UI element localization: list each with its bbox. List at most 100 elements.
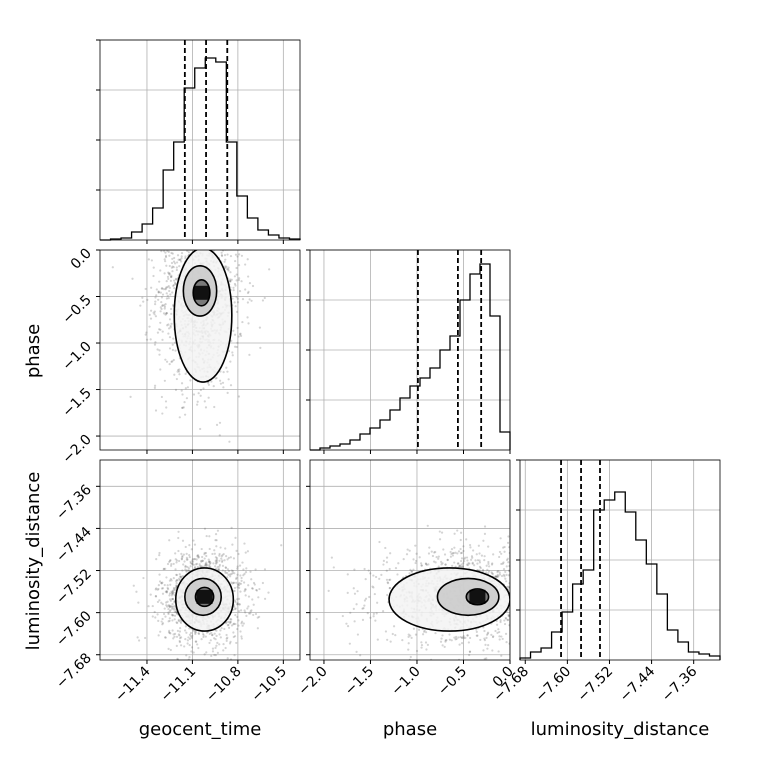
scatter-point bbox=[213, 632, 216, 635]
scatter-point bbox=[186, 386, 189, 389]
scatter-point bbox=[257, 596, 260, 599]
scatter-point bbox=[234, 614, 237, 617]
scatter-point bbox=[228, 440, 231, 443]
scatter-point bbox=[230, 246, 232, 248]
scatter-point bbox=[211, 650, 215, 653]
scatter-point bbox=[224, 266, 227, 269]
scatter-point bbox=[218, 247, 220, 249]
scatter-point bbox=[511, 590, 513, 592]
scatter-point bbox=[226, 558, 229, 561]
scatter-point bbox=[191, 558, 194, 561]
scatter-point bbox=[194, 557, 197, 561]
scatter-point bbox=[195, 562, 199, 565]
scatter-point bbox=[469, 636, 472, 640]
scatter-point bbox=[507, 615, 510, 618]
scatter-point bbox=[173, 286, 176, 290]
scatter-point bbox=[388, 587, 391, 590]
scatter-point bbox=[184, 565, 187, 568]
scatter-point bbox=[496, 575, 499, 579]
scatter-point bbox=[169, 247, 171, 249]
scatter-point bbox=[168, 272, 171, 275]
scatter-point bbox=[500, 654, 503, 657]
scatter-point bbox=[177, 368, 180, 372]
scatter-point bbox=[237, 624, 240, 627]
scatter-panel-luminosity_distance-vs-geocent_time: −11.4 −11.1 −10.8 −10.5 −7.68−7.60−7.52−7.44… bbox=[53, 459, 301, 705]
scatter-point bbox=[152, 311, 155, 314]
scatter-point bbox=[211, 647, 215, 650]
scatter-point bbox=[363, 604, 366, 607]
scatter-point bbox=[163, 272, 166, 275]
scatter-point bbox=[514, 594, 516, 596]
scatter-point bbox=[172, 358, 175, 362]
scatter-point bbox=[207, 242, 209, 244]
scatter-point bbox=[194, 241, 196, 243]
scatter-point bbox=[158, 580, 162, 583]
histogram-panel-luminosity_distance: −7.68 −7.60 −7.52 −7.44 −7.36 bbox=[490, 459, 721, 705]
scatter-point bbox=[407, 642, 410, 645]
scatter-point bbox=[188, 637, 192, 641]
scatter-point bbox=[165, 576, 168, 579]
scatter-point bbox=[189, 246, 191, 248]
scatter-point bbox=[236, 603, 239, 606]
scatter-point bbox=[167, 250, 170, 253]
scatter-point bbox=[346, 625, 350, 628]
scatter-point bbox=[168, 539, 171, 542]
scatter-point bbox=[156, 613, 159, 616]
scatter-point bbox=[168, 631, 171, 635]
scatter-point bbox=[229, 573, 232, 576]
scatter-point bbox=[514, 555, 516, 557]
scatter-point bbox=[220, 254, 223, 257]
scatter-point bbox=[415, 552, 418, 555]
scatter-point bbox=[185, 556, 188, 559]
scatter-point bbox=[192, 563, 195, 566]
scatter-point bbox=[181, 539, 185, 542]
scatter-point bbox=[175, 266, 178, 269]
scatter-point bbox=[369, 572, 372, 575]
scatter-point bbox=[228, 280, 231, 283]
scatter-point bbox=[230, 339, 233, 342]
scatter-point bbox=[177, 549, 180, 553]
scatter-point bbox=[225, 637, 228, 640]
scatter-point bbox=[345, 622, 348, 625]
scatter-point bbox=[468, 650, 472, 653]
scatter-point bbox=[389, 578, 392, 581]
scatter-point bbox=[463, 556, 467, 559]
scatter-point bbox=[437, 557, 440, 560]
scatter-point bbox=[208, 641, 211, 645]
ylabel-luminosity-distance: luminosity_distance bbox=[23, 472, 44, 651]
scatter-point bbox=[450, 639, 453, 642]
scatter-point bbox=[171, 291, 174, 294]
scatter-point bbox=[511, 605, 513, 607]
scatter-point bbox=[170, 274, 173, 277]
scatter-point bbox=[516, 579, 518, 581]
scatter-point bbox=[483, 525, 487, 528]
scatter-point bbox=[201, 559, 204, 562]
scatter-point bbox=[165, 280, 168, 283]
scatter-point bbox=[161, 581, 164, 584]
scatter-point bbox=[249, 610, 252, 613]
scatter-point bbox=[346, 591, 349, 594]
scatter-point bbox=[372, 586, 375, 589]
scatter-point bbox=[178, 634, 181, 637]
scatter-point bbox=[212, 562, 215, 565]
scatter-point bbox=[200, 564, 203, 568]
scatter-point bbox=[176, 370, 179, 373]
scatter-point bbox=[172, 562, 175, 566]
scatter-point bbox=[225, 366, 228, 369]
scatter-point bbox=[229, 617, 232, 621]
scatter-point bbox=[446, 558, 449, 562]
scatter-point bbox=[175, 278, 178, 281]
scatter-point bbox=[164, 288, 167, 291]
scatter-point bbox=[402, 557, 405, 561]
scatter-point bbox=[165, 286, 168, 289]
y-tick-label-phase-0: −2.0 bbox=[59, 432, 94, 467]
scatter-point bbox=[247, 605, 250, 608]
scatter-point bbox=[169, 243, 171, 245]
panel-content bbox=[100, 241, 300, 450]
scatter-point bbox=[229, 384, 233, 387]
scatter-point bbox=[450, 548, 454, 551]
scatter-point bbox=[216, 244, 218, 246]
scatter-point bbox=[166, 562, 170, 566]
scatter-point bbox=[505, 565, 508, 568]
scatter-point bbox=[352, 607, 355, 610]
